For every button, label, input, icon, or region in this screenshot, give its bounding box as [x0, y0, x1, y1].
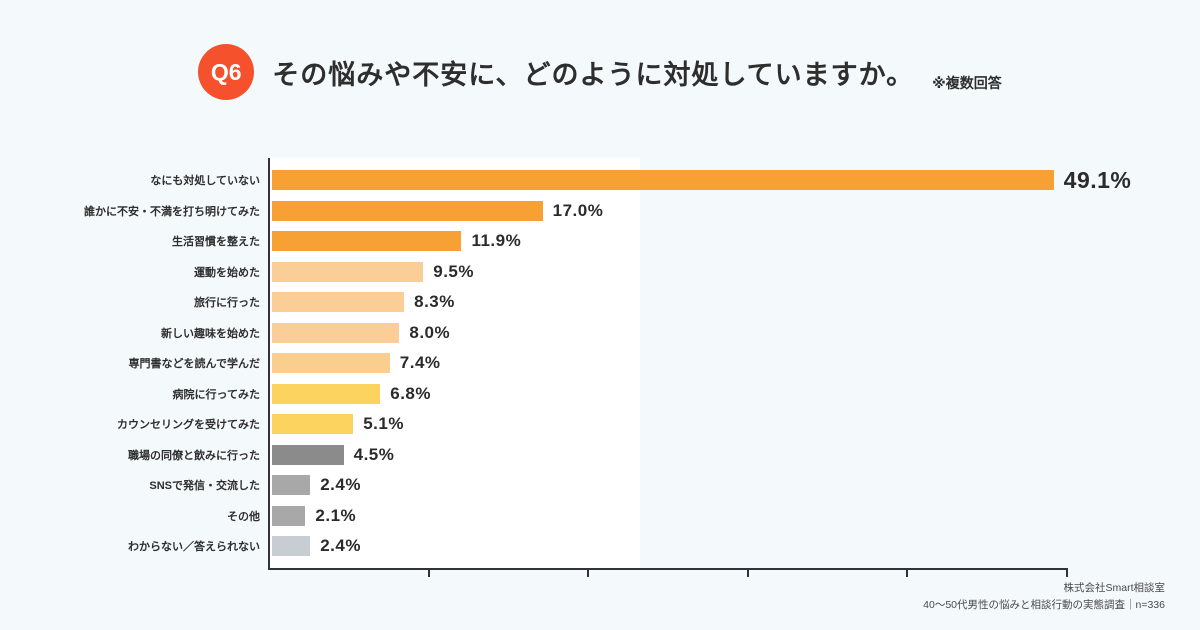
- bar-row: 旅行に行った 8.3%: [68, 291, 1068, 313]
- bar: [272, 292, 405, 312]
- bar-row: 新しい趣味を始めた 8.0%: [68, 322, 1068, 344]
- category-label: 旅行に行った: [194, 297, 260, 309]
- bar-row: SNSで発信・交流した 2.4%: [68, 474, 1068, 496]
- value-label: 11.9%: [471, 231, 522, 250]
- source-footer: 株式会社Smart相談室 40〜50代男性の悩みと相談行動の実態調査｜n=336: [923, 580, 1165, 614]
- category-label: カウンセリングを受けてみた: [117, 419, 260, 431]
- bar-track: 2.4%: [272, 535, 1068, 557]
- value-label: 17.0%: [552, 200, 604, 220]
- bar: [272, 322, 400, 343]
- page-title: その悩みや不安に、どのように対処していますか。: [272, 59, 915, 90]
- source-company: 株式会社Smart相談室: [1063, 582, 1165, 595]
- source-survey: 40〜50代男性の悩みと相談行動の実態調査｜n=336: [923, 599, 1165, 612]
- bar-track: 7.4%: [272, 352, 1068, 374]
- x-axis-ticks: [270, 570, 1068, 578]
- axis-tick: [427, 570, 430, 577]
- bar: [272, 505, 306, 526]
- category-label: 生活習慣を整えた: [172, 236, 260, 248]
- bar: [272, 200, 543, 221]
- header: Q6 その悩みや不安に、どのように対処していますか。 ※複数回答: [0, 44, 1200, 100]
- bar-track: 8.3%: [272, 291, 1068, 313]
- y-axis-line: [268, 158, 270, 570]
- bar: [272, 170, 1054, 190]
- title-note: ※複数回答: [932, 75, 1002, 91]
- bar-track: 6.8%: [272, 383, 1068, 405]
- bar-row: カウンセリングを受けてみた 5.1%: [68, 413, 1068, 435]
- bar-track: 2.1%: [272, 505, 1068, 527]
- value-label: 8.0%: [409, 322, 451, 342]
- value-label: 2.1%: [315, 505, 357, 525]
- category-label: SNSで発信・交流した: [149, 480, 260, 492]
- bar-track: 4.5%: [272, 444, 1068, 466]
- axis-tick: [906, 570, 909, 577]
- axis-tick: [1066, 570, 1068, 577]
- category-label: 誰かに不安・不満を打ち明けてみた: [84, 205, 260, 218]
- bar: [272, 444, 344, 465]
- question-badge: Q6: [198, 44, 255, 100]
- value-label: 2.4%: [320, 536, 361, 555]
- bar-row: 病院に行ってみた 6.8%: [68, 383, 1068, 405]
- bar: [272, 536, 311, 556]
- axis-tick: [587, 570, 590, 577]
- value-label: 8.3%: [414, 292, 455, 311]
- bar: [272, 353, 390, 373]
- category-label: 専門書などを読んで学んだ: [128, 358, 260, 370]
- bar-row: なにも対処していない 49.1%: [68, 167, 1131, 193]
- value-label: 7.4%: [399, 353, 441, 372]
- category-label: 職場の同僚と飲みに行った: [128, 449, 260, 462]
- bar-row: その他 2.1%: [68, 505, 1068, 527]
- bar-chart: なにも対処していない 49.1% 誰かに不安・不満を打ち明けてみた 17.0% …: [68, 158, 1131, 577]
- bar: [272, 414, 354, 434]
- value-label: 49.1%: [1063, 166, 1132, 193]
- bar-track: 8.0%: [272, 322, 1068, 344]
- bar-row: 誰かに不安・不満を打ち明けてみた 17.0%: [68, 200, 1068, 222]
- category-label: 新しい趣味を始めた: [161, 327, 260, 340]
- bar-row: 職場の同僚と飲みに行った 4.5%: [68, 444, 1068, 466]
- bar-row: 運動を始めた 9.5%: [68, 261, 1068, 283]
- bar-track: 9.5%: [272, 261, 1068, 283]
- x-axis-line: [268, 568, 1068, 570]
- value-label: 5.1%: [363, 414, 404, 433]
- value-label: 4.5%: [353, 444, 395, 464]
- category-label: 病院に行ってみた: [172, 388, 260, 401]
- bar: [272, 383, 381, 404]
- bar-row: わからない／答えられない 2.4%: [68, 535, 1068, 557]
- value-label: 2.4%: [320, 475, 361, 494]
- bar-track: 17.0%: [272, 200, 1068, 222]
- value-label: 6.8%: [390, 383, 431, 403]
- value-label: 9.5%: [433, 261, 474, 281]
- bar-rows: なにも対処していない 49.1% 誰かに不安・不満を打ち明けてみた 17.0% …: [68, 158, 1131, 568]
- bar-track: 11.9%: [272, 230, 1068, 252]
- bar-track: 5.1%: [272, 413, 1068, 435]
- category-label: なにも対処していない: [150, 175, 260, 187]
- bar-track: 49.1%: [272, 167, 1131, 193]
- bar-track: 2.4%: [272, 474, 1068, 496]
- bar: [272, 475, 311, 495]
- category-label: 運動を始めた: [194, 266, 260, 279]
- axis-tick: [746, 570, 749, 577]
- bar-row: 生活習慣を整えた 11.9%: [68, 230, 1068, 252]
- category-label: わからない／答えられない: [128, 541, 260, 553]
- category-label: その他: [227, 510, 260, 523]
- bar: [272, 231, 462, 251]
- bar: [272, 261, 424, 282]
- bar-row: 専門書などを読んで学んだ 7.4%: [68, 352, 1068, 374]
